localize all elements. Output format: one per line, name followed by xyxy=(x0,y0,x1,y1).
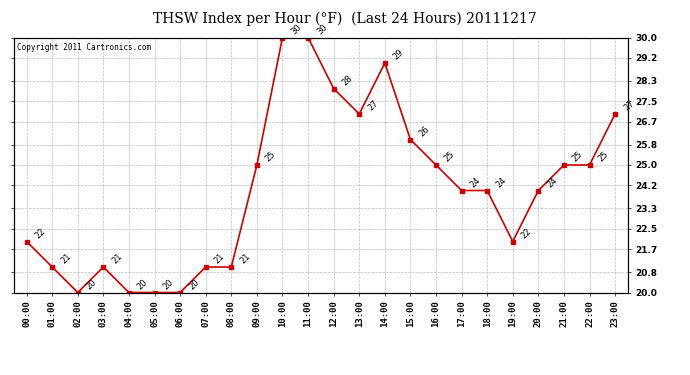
Text: 27: 27 xyxy=(622,99,636,112)
Text: 20: 20 xyxy=(85,278,99,291)
Text: 21: 21 xyxy=(110,252,124,266)
Text: 20: 20 xyxy=(136,278,150,291)
Text: 25: 25 xyxy=(571,150,584,164)
Text: THSW Index per Hour (°F)  (Last 24 Hours) 20111217: THSW Index per Hour (°F) (Last 24 Hours)… xyxy=(153,11,537,26)
Text: 29: 29 xyxy=(392,48,406,62)
Text: 25: 25 xyxy=(264,150,277,164)
Text: 22: 22 xyxy=(520,226,533,240)
Text: 25: 25 xyxy=(596,150,610,164)
Text: 24: 24 xyxy=(494,176,508,189)
Text: 25: 25 xyxy=(443,150,457,164)
Text: 24: 24 xyxy=(469,176,482,189)
Text: 21: 21 xyxy=(59,252,73,266)
Text: 24: 24 xyxy=(545,176,559,189)
Text: 30: 30 xyxy=(315,22,329,36)
Text: 20: 20 xyxy=(161,278,175,291)
Text: Copyright 2011 Cartronics.com: Copyright 2011 Cartronics.com xyxy=(17,43,151,52)
Text: 30: 30 xyxy=(289,22,304,36)
Text: 20: 20 xyxy=(187,278,201,291)
Text: 28: 28 xyxy=(341,73,355,87)
Text: 27: 27 xyxy=(366,99,380,112)
Text: 21: 21 xyxy=(238,252,252,266)
Text: 21: 21 xyxy=(213,252,226,266)
Text: 22: 22 xyxy=(34,226,48,240)
Text: 26: 26 xyxy=(417,124,431,138)
